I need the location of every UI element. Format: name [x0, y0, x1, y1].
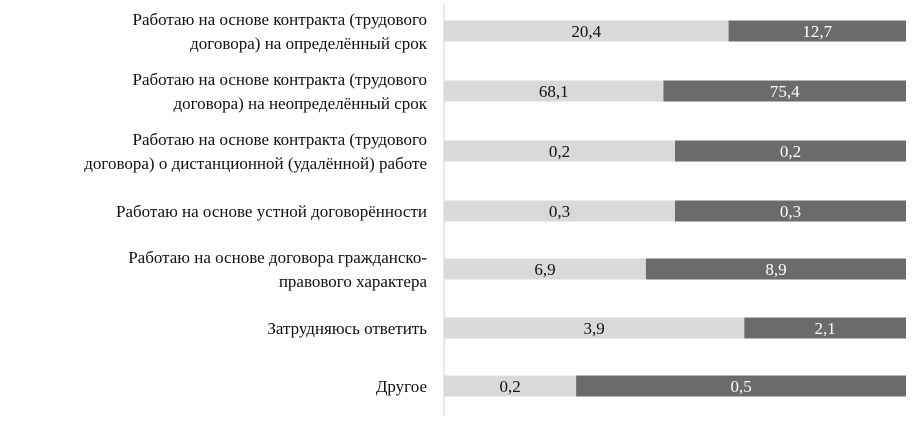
bar-segment-dark [576, 375, 906, 397]
category-label: Затрудняюсь ответить [267, 319, 427, 338]
bar-segment-dark [675, 140, 906, 162]
category-label: Другое [376, 377, 427, 396]
bar-segment-light [444, 20, 729, 42]
bar-segment-light [444, 200, 675, 222]
bar-segment-light [444, 317, 745, 339]
bar-segment-dark [663, 80, 906, 102]
bar-segment-light [444, 375, 577, 397]
category-label: Работаю на основе контракта (трудового до… [133, 70, 428, 113]
category-label: Работаю на основе устной договорённости [116, 202, 427, 221]
category-label: Работаю на основе договора гражданско-пр… [128, 248, 427, 291]
data-label: 0,5 [730, 377, 751, 396]
bar-segment-light [444, 140, 675, 162]
data-label: 20,4 [571, 22, 601, 41]
data-label: 3,9 [584, 319, 605, 338]
bar-segment-light [444, 80, 664, 102]
bar-segment-light [444, 258, 646, 280]
data-label: 2,1 [815, 319, 836, 338]
data-label: 0,3 [780, 202, 801, 221]
data-label: 0,2 [549, 142, 570, 161]
data-label: 6,9 [534, 260, 555, 279]
data-label: 0,3 [549, 202, 570, 221]
bar-segment-dark [645, 258, 906, 280]
data-label: 12,7 [802, 22, 832, 41]
data-label: 8,9 [765, 260, 786, 279]
data-label: 75,4 [770, 82, 800, 101]
data-label: 0,2 [780, 142, 801, 161]
category-label: Работаю на основе контракта (трудового до… [133, 10, 428, 53]
category-label: Работаю на основе контракта (трудового до… [84, 130, 427, 173]
bar-segment-dark [728, 20, 906, 42]
data-label: 0,2 [499, 377, 520, 396]
data-label: 68,1 [539, 82, 569, 101]
bar-segment-dark [675, 200, 906, 222]
bar-segment-dark [744, 317, 906, 339]
